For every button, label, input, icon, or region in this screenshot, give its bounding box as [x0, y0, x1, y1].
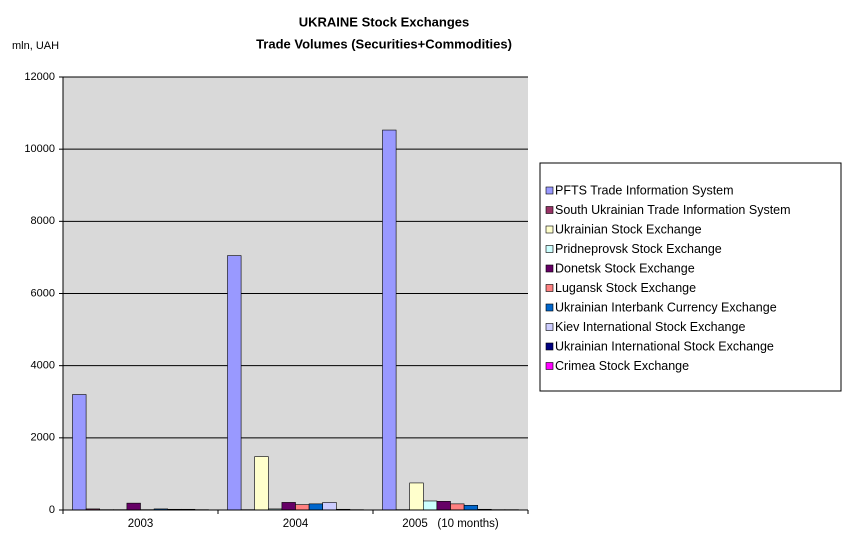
legend-label: Ukrainian Stock Exchange — [555, 222, 702, 236]
bar — [254, 456, 269, 511]
bar — [227, 255, 242, 511]
y-tick-label: 6000 — [31, 287, 55, 299]
legend-swatch — [545, 342, 554, 351]
legend-swatch — [545, 245, 554, 253]
legend-label: Crimea Stock Exchange — [555, 359, 689, 373]
y-tick-label: 10000 — [24, 143, 55, 155]
legend-swatch — [545, 225, 554, 234]
legend-label: Donetsk Stock Exchange — [555, 261, 695, 275]
bar — [281, 502, 296, 511]
bar — [126, 502, 141, 511]
legend — [539, 162, 842, 392]
x-tick-label: 2005 (10 months) — [402, 518, 499, 530]
legend-label: Lugansk Stock Exchange — [555, 281, 696, 295]
legend-swatch — [545, 284, 554, 292]
bar — [463, 505, 479, 511]
legend-swatch — [545, 303, 554, 312]
legend-label: Kiev International Stock Exchange — [555, 320, 745, 334]
bar — [72, 394, 87, 511]
y-tick-label: 12000 — [24, 71, 55, 83]
y-tick-label: 2000 — [31, 432, 55, 444]
legend-label: Ukrainian International Stock Exchange — [555, 339, 774, 353]
legend-swatch — [545, 323, 554, 331]
bar — [308, 503, 324, 511]
legend-label: Ukrainian Interbank Currency Exchange — [555, 300, 777, 314]
legend-swatch — [545, 186, 554, 195]
bar — [382, 129, 397, 511]
chart-title: UKRAINE Stock Exchanges — [299, 14, 470, 29]
legend-swatch — [545, 206, 554, 214]
bar — [409, 482, 424, 511]
legend-label: PFTS Trade Information System — [555, 183, 734, 197]
bar — [322, 502, 337, 511]
y-tick-label: 8000 — [31, 215, 55, 227]
legend-label: Pridneprovsk Stock Exchange — [555, 242, 722, 256]
x-tick-label: 2004 — [283, 518, 309, 530]
x-tick-label: 2003 — [128, 518, 154, 530]
chart-subtitle: Trade Volumes (Securities+Commodities) — [256, 36, 512, 51]
bar — [422, 500, 438, 511]
legend-label: South Ukrainian Trade Information System — [555, 203, 791, 217]
y-tick-label: 4000 — [31, 360, 55, 372]
legend-swatch — [545, 362, 554, 370]
bar — [436, 501, 451, 511]
legend-swatch — [545, 264, 554, 273]
bar — [295, 504, 310, 511]
bar — [450, 503, 465, 511]
y-tick-label: 0 — [49, 504, 55, 516]
y-axis-label: mln, UAH — [12, 40, 59, 52]
